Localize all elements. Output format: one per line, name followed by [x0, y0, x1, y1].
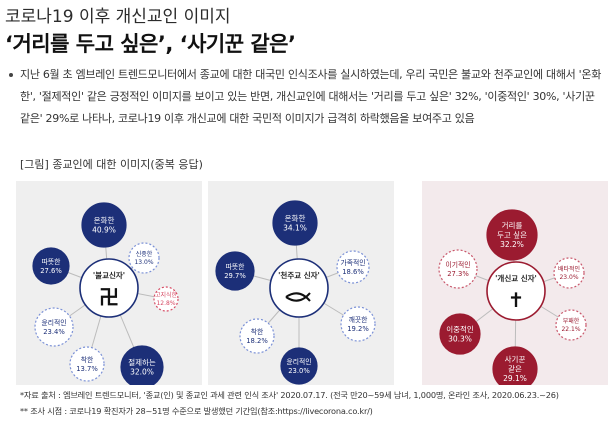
bubble-value: 23.0%	[559, 274, 578, 281]
center-label: '불교신자'	[93, 270, 125, 280]
source-note: *자료 출처 : 엠브레인 트렌드모니터, '종교(인) 및 종교인 과세 관련…	[20, 390, 559, 400]
bubble-label: 온화한	[285, 214, 306, 223]
center-circle	[269, 258, 329, 318]
cross-symbol-icon: ✝	[508, 288, 525, 312]
bubble-value: 40.9%	[92, 225, 116, 234]
bubble-label: 따뜻한	[226, 262, 245, 271]
bubble-label: 두고 싶은	[497, 231, 527, 240]
bubble-label: 이중적인	[446, 324, 474, 334]
bubble-label: 따뜻한	[42, 257, 61, 266]
panel-protestant: '개신교 신자' ✝ 거리를 두고 싶은 32.2% 이기적인 27.3% 배타적인 23.0%…	[422, 181, 608, 385]
page-title: ‘거리를 두고 싶은’, ‘사기꾼 같은’	[5, 32, 296, 56]
bubble-label: 절제하는	[128, 357, 156, 367]
page-subtitle: 코로나19 이후 개신교인 이미지	[5, 7, 231, 27]
bubble-value: 23.4%	[43, 328, 65, 336]
bubble-value: 12.8%	[156, 300, 175, 307]
bubble-label: 깨끗한	[349, 315, 368, 324]
bubble-value: 13.7%	[76, 365, 98, 373]
bubble-label: 가족적인	[340, 258, 365, 267]
bubble-value: 19.2%	[347, 325, 369, 333]
bubble-value: 18.2%	[246, 337, 268, 345]
panel-catholic: '천주교 신자' 온화한 34.1% 따뜻한 29.7% 가족적인 18.6% 깨끗한 19.2…	[208, 181, 394, 385]
bubble-label: 이기적인	[445, 260, 470, 269]
bubble-value: 29.7%	[224, 272, 246, 280]
bubble-value: 30.3%	[448, 334, 472, 343]
bubble-label: 고지식한	[155, 291, 178, 299]
center-circle	[486, 261, 546, 321]
bullet-icon	[9, 73, 13, 77]
center-circle	[79, 258, 139, 318]
bubble-label: 착한	[81, 356, 94, 364]
center-label: '천주교 신자'	[278, 270, 320, 280]
bubble-label: 윤리적인	[286, 357, 311, 366]
body-paragraph: 지난 6월 초 엠브레인 트렌드모니터에서 종교에 대한 대국민 인식조사를 실…	[20, 68, 602, 125]
bubble-value: 34.1%	[283, 223, 307, 232]
manji-symbol-icon: 卍	[99, 285, 119, 309]
bubble-label: 착한	[251, 328, 264, 336]
bubble-label: 배타적인	[558, 265, 580, 273]
bubble-value: 27.3%	[447, 270, 469, 278]
bubble-value: 18.6%	[342, 268, 364, 276]
bubble-label: 신중한	[136, 250, 153, 258]
figure-caption: [그림] 종교인에 대한 이미지(중복 응답)	[20, 158, 203, 171]
bubble-value: 32.0%	[130, 367, 154, 376]
bubble-label: 온화한	[94, 216, 115, 225]
ichthys-fish-icon	[285, 292, 311, 302]
bubble-value: 22.1%	[561, 326, 580, 333]
bubble-value: 29.1%	[503, 374, 527, 383]
bubble-label: 사기꾼	[505, 355, 526, 364]
bubble-label: 거리를	[502, 221, 523, 230]
bubble-value: 23.0%	[288, 367, 310, 375]
survey-period-note: ** 조사 시점 : 코로나19 확진자가 28~51명 수준으로 발생했던 기…	[20, 406, 373, 416]
bubble-value: 27.6%	[40, 267, 62, 275]
bubble-label: 부패한	[563, 317, 580, 325]
bubble-value: 32.2%	[500, 240, 524, 249]
bubble-value: 13.0%	[134, 259, 153, 266]
bubble-label: 윤리적인	[41, 318, 66, 327]
panel-buddhism: '불교신자' 卍 온화한 40.9% 따뜻한 27.6% 신중한 13.0% 고지식한 12.8%…	[16, 181, 202, 385]
bubble-label: 같은	[508, 364, 522, 374]
center-label: '개신교 신자'	[495, 273, 537, 283]
